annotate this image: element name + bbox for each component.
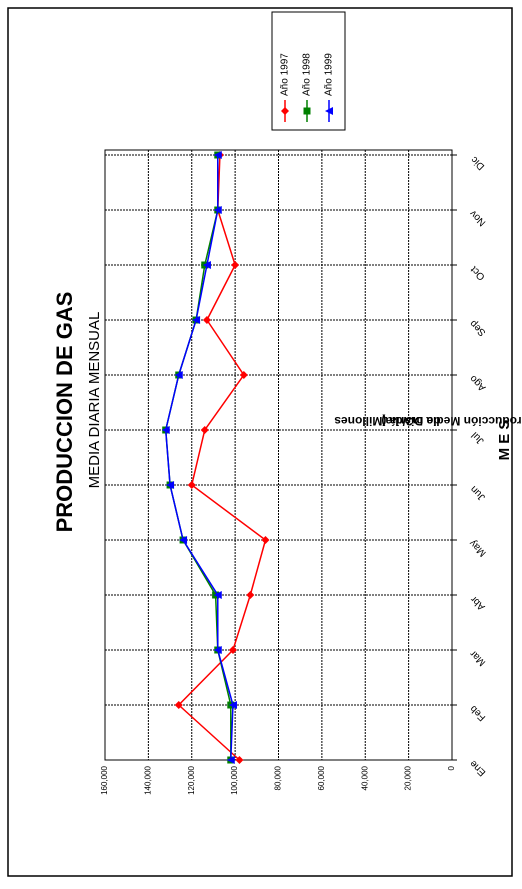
y-tick-label: 140,000 [143,765,152,794]
legend-label: Año 1999 [324,53,335,96]
x-tick-label: Nov [468,208,488,228]
x-tick-label: May [468,537,489,558]
point [213,151,222,159]
point [166,481,175,489]
y-tick-label: 20,000 [404,765,413,790]
point [226,756,235,764]
y-axis-label: Producción Media Diaria (Millones [334,414,522,428]
x-tick-label: Feb [468,703,488,723]
point [213,591,222,599]
point [231,261,240,269]
legend-label: Año 1998 [302,53,313,96]
legend-label: Año 1997 [280,53,291,96]
point [192,316,201,324]
point [239,371,248,379]
point [246,591,255,599]
point [202,316,211,324]
line [177,154,267,761]
point [261,536,270,544]
x-tick-label: Mar [468,647,488,667]
point [228,646,237,654]
x-tick-label: Abr [468,593,487,612]
point [187,481,196,489]
y-axis-label: de m3/día) [381,414,440,428]
y-tick-label: 100,000 [230,765,239,794]
x-tick-label: Ene [468,757,489,778]
point [325,107,333,115]
x-tick-label: Jul [470,429,487,446]
y-tick-label: 60,000 [317,765,326,790]
chart-title: PRODUCCION DE GAS [52,292,77,533]
point [174,701,183,709]
x-tick-label: Oct [469,263,488,282]
y-tick-label: 80,000 [274,765,283,790]
line [164,155,234,761]
point [161,426,170,434]
x-tick-label: Jun [469,483,488,502]
point [213,646,222,654]
point [235,756,244,764]
x-axis-label: M E S [496,420,513,461]
point [303,107,311,115]
point [174,371,183,379]
point [179,536,188,544]
point [213,206,222,214]
point [200,426,209,434]
point [281,107,289,115]
frame [7,7,513,877]
x-tick-label: Dic [469,154,487,172]
y-tick-label: 160,000 [100,765,109,794]
x-tick-label: Ago [468,372,489,393]
x-tick-label: Sep [468,317,489,338]
y-tick-label: 40,000 [360,765,369,790]
point [228,701,237,709]
point [202,261,211,269]
y-tick-label: 120,000 [187,765,196,794]
chart-subtitle: MEDIA DIARIA MENSUAL [86,312,103,489]
y-tick-label: 0 [447,765,456,770]
